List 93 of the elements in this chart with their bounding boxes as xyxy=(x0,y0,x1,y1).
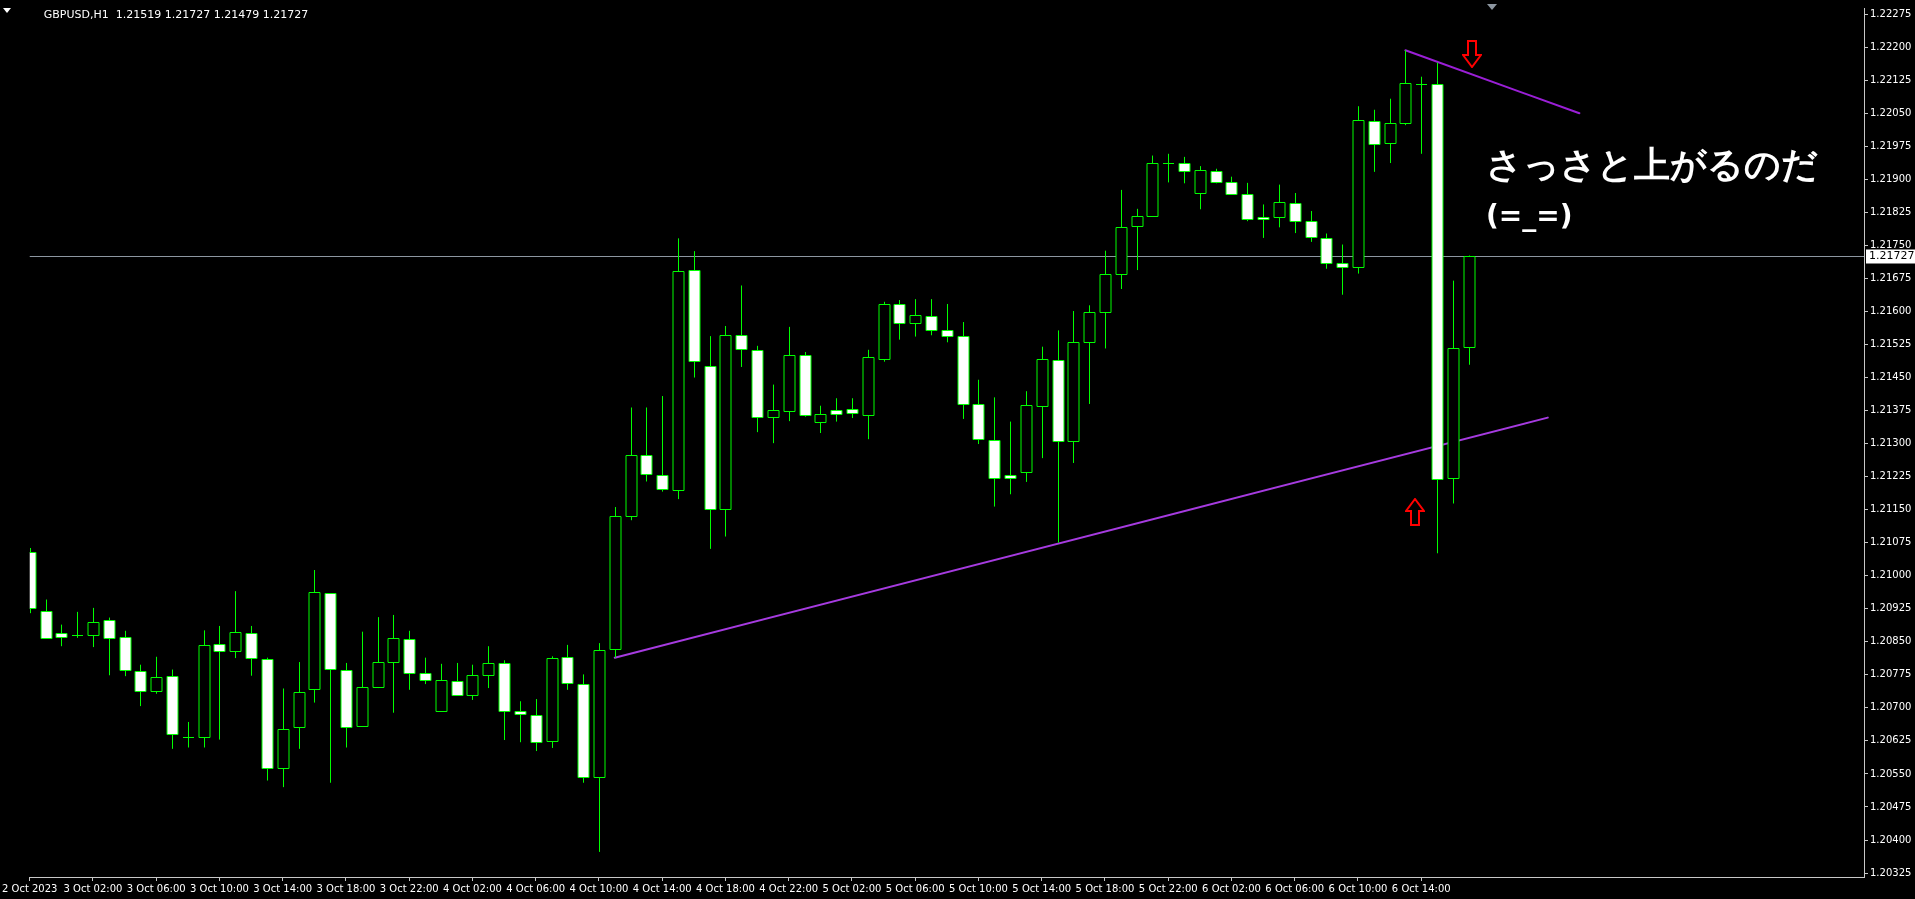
x-tick-label: 4 Oct 06:00 xyxy=(506,882,566,894)
candlestick xyxy=(941,303,954,343)
candlestick xyxy=(830,397,843,423)
y-tick-label: 1.21075 xyxy=(1870,536,1912,548)
x-tick-label: 6 Oct 06:00 xyxy=(1265,882,1325,894)
y-tick-label: 1.20400 xyxy=(1870,833,1912,845)
x-tick-label: 3 Oct 10:00 xyxy=(190,882,249,894)
x-tick-label: 6 Oct 02:00 xyxy=(1202,882,1261,894)
candlestick xyxy=(87,607,100,648)
candlestick xyxy=(925,298,938,336)
x-tick-label: 3 Oct 14:00 xyxy=(253,882,313,894)
y-tick-label: 1.21000 xyxy=(1870,569,1912,581)
candlestick xyxy=(387,614,400,714)
candlestick xyxy=(893,299,906,341)
y-tick-label: 1.20850 xyxy=(1870,635,1912,647)
candlestick xyxy=(134,664,147,707)
candlestick xyxy=(1162,153,1175,183)
y-tick-label: 1.22275 xyxy=(1870,7,1912,19)
candlestick xyxy=(1384,98,1397,164)
candlestick xyxy=(640,406,653,482)
candlestick xyxy=(1257,203,1270,239)
y-tick-label: 1.21150 xyxy=(1870,503,1912,515)
candlestick xyxy=(71,611,84,639)
y-tick-label: 1.22200 xyxy=(1870,40,1912,52)
y-tick-label: 1.21675 xyxy=(1870,272,1912,284)
candlestick xyxy=(1368,109,1381,173)
annotation: (=_=) xyxy=(1486,199,1573,233)
y-tick-label: 1.21975 xyxy=(1870,139,1912,151)
y-tick-label: 1.21375 xyxy=(1870,404,1912,416)
candlestick xyxy=(846,397,859,419)
candlestick xyxy=(1305,210,1318,243)
candlestick xyxy=(1194,165,1207,210)
x-tick-label: 3 Oct 18:00 xyxy=(316,882,376,894)
y-tick-label: 1.20625 xyxy=(1870,734,1912,746)
candlestick xyxy=(1004,421,1017,495)
candlestick xyxy=(767,384,780,444)
candlestick xyxy=(1178,156,1191,184)
candlestick xyxy=(656,395,669,493)
candlestick xyxy=(55,624,68,647)
candlestick xyxy=(103,617,116,676)
ref-line-label: 1.21727 xyxy=(1869,249,1915,263)
annotation: さっさと上がるのだ xyxy=(1486,144,1818,186)
y-tick-label: 1.21600 xyxy=(1870,305,1912,317)
candlestick xyxy=(1273,184,1286,228)
x-tick-label: 2 Oct 2023 xyxy=(2,882,58,894)
x-tick-label: 5 Oct 14:00 xyxy=(1012,882,1072,894)
y-tick-label: 1.21450 xyxy=(1870,371,1912,383)
y-tick-label: 1.22125 xyxy=(1870,73,1912,85)
x-tick-label: 3 Oct 22:00 xyxy=(379,882,439,894)
x-tick-label: 4 Oct 14:00 xyxy=(632,882,692,894)
y-tick-label: 1.20325 xyxy=(1870,866,1912,878)
candlestick xyxy=(909,298,922,338)
y-tick-label: 1.22050 xyxy=(1870,106,1912,118)
candlestick xyxy=(1336,244,1349,296)
y-tick-label: 1.21825 xyxy=(1870,205,1912,217)
candlestick xyxy=(1415,76,1428,155)
candlestick xyxy=(735,284,748,368)
candlestick xyxy=(814,405,827,434)
y-tick-label: 1.21225 xyxy=(1870,470,1912,482)
candlestick xyxy=(229,590,242,659)
x-tick-label: 5 Oct 02:00 xyxy=(822,882,882,894)
x-tick-label: 5 Oct 22:00 xyxy=(1138,882,1198,894)
y-tick-label: 1.21525 xyxy=(1870,338,1912,350)
y-tick-label: 1.20475 xyxy=(1870,800,1912,812)
x-tick-label: 3 Oct 06:00 xyxy=(126,882,186,894)
candlestick xyxy=(1289,192,1302,234)
candlestick xyxy=(451,662,464,696)
y-tick-label: 1.20700 xyxy=(1870,701,1912,713)
candlestick xyxy=(482,645,495,689)
y-tick-label: 1.21750 xyxy=(1870,238,1912,250)
x-tick-label: 3 Oct 02:00 xyxy=(63,882,123,894)
x-tick-label: 4 Oct 18:00 xyxy=(696,882,755,894)
x-tick-label: 6 Oct 14:00 xyxy=(1391,882,1451,894)
candlestick xyxy=(514,700,527,743)
candlestick xyxy=(466,664,479,701)
candlestick xyxy=(1131,208,1144,271)
x-tick-label: 5 Oct 10:00 xyxy=(949,882,1008,894)
x-tick-label: 6 Oct 10:00 xyxy=(1328,882,1388,894)
candlestick xyxy=(182,721,195,749)
candlestick xyxy=(213,625,226,741)
x-tick-label: 4 Oct 10:00 xyxy=(569,882,629,894)
x-tick-label: 5 Oct 18:00 xyxy=(1075,882,1135,894)
y-tick-label: 1.21900 xyxy=(1870,172,1912,184)
y-tick-label: 1.20925 xyxy=(1870,602,1912,614)
chart-title: GBPUSD,H1 1.21519 1.21727 1.21479 1.21727 xyxy=(43,7,309,21)
x-tick-label: 5 Oct 06:00 xyxy=(885,882,945,894)
y-tick-label: 1.20550 xyxy=(1870,767,1912,779)
x-tick-label: 4 Oct 02:00 xyxy=(443,882,502,894)
y-tick-label: 1.20775 xyxy=(1870,668,1912,680)
candlestick xyxy=(419,657,432,685)
candlestick xyxy=(150,656,163,695)
x-tick-label: 4 Oct 22:00 xyxy=(759,882,819,894)
y-tick-label: 1.21300 xyxy=(1870,437,1912,449)
